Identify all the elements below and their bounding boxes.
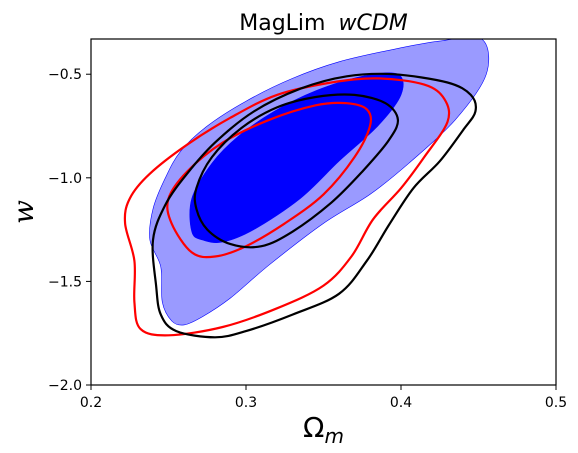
y-axis-label: w — [7, 200, 40, 224]
plot-frame — [90, 38, 557, 386]
x-tick-label: 0.4 — [390, 395, 412, 411]
chart-title-model: wCDM — [338, 11, 407, 36]
chart-title: MagLim wCDM — [239, 11, 408, 36]
x-axis-label-main: Ω — [303, 411, 324, 444]
contour-series-black — [151, 72, 477, 339]
tick-layer: 0.2 0.3 0.4 0.5 −2.0 −1.5 −1.0 −0.5 — [48, 67, 567, 411]
blue-inner-contour — [189, 72, 404, 243]
black-outer-contour — [151, 72, 477, 339]
y-tick-label: −0.5 — [48, 67, 82, 83]
chart-title-prefix: MagLim — [239, 11, 325, 36]
y-tick-label: −2.0 — [48, 378, 82, 394]
x-tick-label: 0.3 — [235, 395, 257, 411]
y-tick-label: −1.0 — [48, 171, 82, 187]
red-inner-contour — [166, 101, 373, 259]
y-tick-label: −1.5 — [48, 274, 82, 290]
red-outer-contour — [123, 77, 451, 337]
blue-outer-contour — [149, 39, 490, 326]
x-tick-label: 0.5 — [545, 395, 567, 411]
x-axis-label: Ωm — [303, 411, 344, 448]
x-tick-label: 0.2 — [80, 395, 102, 411]
black-inner-contour — [193, 93, 400, 249]
contour-series-red — [123, 77, 451, 337]
contour-layer — [123, 39, 490, 339]
x-axis-label-subscript: m — [324, 424, 343, 448]
contour-series-blue — [149, 39, 490, 326]
